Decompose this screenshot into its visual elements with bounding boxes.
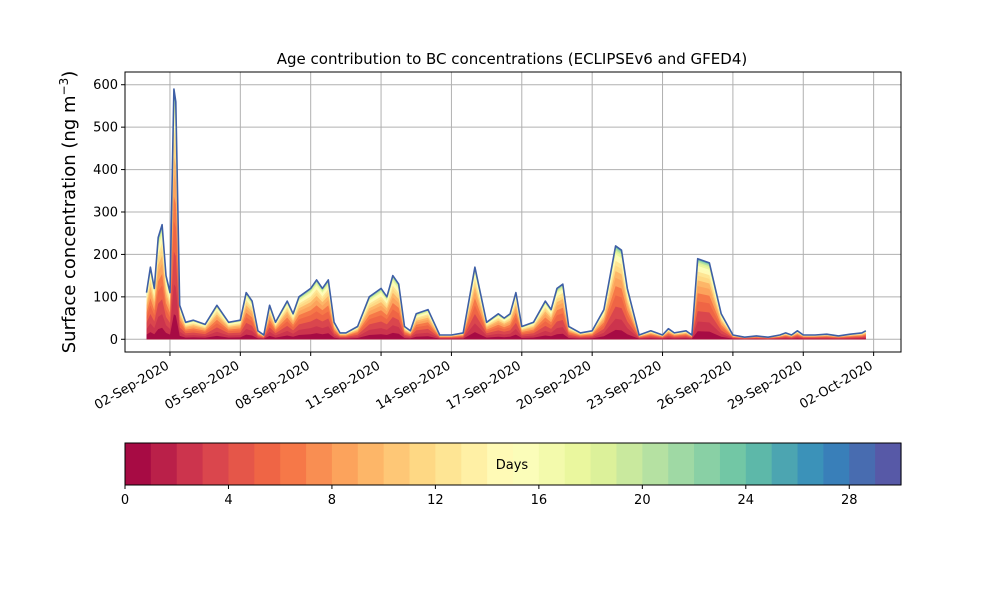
colorbar-bin xyxy=(409,443,436,485)
colorbar-bin xyxy=(254,443,281,485)
colorbar-tick-label: 12 xyxy=(427,493,444,508)
age-band-area xyxy=(146,111,866,340)
colorbar-bin xyxy=(150,443,178,485)
total-concentration-path xyxy=(145,88,867,338)
y-tick-label: 300 xyxy=(93,206,118,221)
colorbar xyxy=(125,443,902,485)
age-band-area xyxy=(146,284,866,340)
x-tick-label: 02-Oct-2020 xyxy=(797,358,875,412)
age-band-area xyxy=(146,89,866,340)
colorbar-bin xyxy=(435,443,462,485)
colorbar-bin xyxy=(797,443,824,485)
x-tick-label: 08-Sep-2020 xyxy=(233,358,313,413)
colorbar-bin xyxy=(694,443,721,485)
colorbar-bin xyxy=(176,443,204,485)
colorbar-tick-label: 0 xyxy=(121,493,129,508)
y-tick-label: 100 xyxy=(93,290,118,305)
age-band-area xyxy=(146,251,866,340)
colorbar-bin xyxy=(642,443,669,485)
colorbar-bin xyxy=(331,443,359,485)
x-axis-ticks: 02-Sep-202005-Sep-202008-Sep-202011-Sep-… xyxy=(92,352,876,413)
colorbar-bin xyxy=(461,443,488,485)
age-band-area xyxy=(146,92,866,340)
colorbar-bin xyxy=(306,443,333,485)
x-tick-label: 14-Sep-2020 xyxy=(374,358,454,413)
colorbar-tick-label: 8 xyxy=(328,493,336,508)
y-axis-label: Surface concentration (ng m−3) xyxy=(57,71,80,354)
age-band-area xyxy=(146,91,866,340)
x-tick-label: 20-Sep-2020 xyxy=(514,358,594,413)
colorbar-bin xyxy=(383,443,411,485)
y-tick-label: 500 xyxy=(93,121,118,136)
x-tick-label: 11-Sep-2020 xyxy=(303,358,383,413)
y-tick-label: 200 xyxy=(93,248,118,263)
colorbar-tick-label: 28 xyxy=(841,493,858,508)
x-tick-label: 05-Sep-2020 xyxy=(162,358,242,413)
x-tick-label: 02-Sep-2020 xyxy=(92,358,172,413)
colorbar-bin xyxy=(875,443,902,485)
x-tick-label: 17-Sep-2020 xyxy=(444,358,524,413)
y-axis-label-main: Surface concentration (ng m xyxy=(59,95,80,353)
y-axis-ticks: 0 100 200 300 400 500 600 xyxy=(93,78,125,348)
colorbar-bin xyxy=(849,443,876,485)
age-band-area xyxy=(146,96,866,340)
colorbar-frame xyxy=(124,442,902,486)
age-band-area xyxy=(146,100,866,340)
age-band-area xyxy=(146,314,866,340)
y-tick-label: 600 xyxy=(93,78,118,93)
y-tick-label: 0 xyxy=(110,333,118,348)
age-band-area xyxy=(146,119,866,340)
colorbar-bin xyxy=(616,443,643,485)
age-band-area xyxy=(146,129,866,340)
y-axis-label-close: ) xyxy=(59,71,80,78)
age-band-area xyxy=(146,105,866,340)
grid-lines xyxy=(125,72,901,352)
age-band-area xyxy=(146,221,866,340)
x-tick-label: 26-Sep-2020 xyxy=(655,358,735,413)
colorbar-tick-label: 24 xyxy=(738,493,755,508)
colorbar-bin xyxy=(590,443,618,485)
colorbar-tick-label: 16 xyxy=(531,493,548,508)
x-tick-label: 23-Sep-2020 xyxy=(585,358,665,413)
y-tick-label: 400 xyxy=(93,163,118,178)
colorbar-tick-label: 4 xyxy=(224,493,232,508)
colorbar-ticks: 0 4 8 12 16 20 24 28 xyxy=(121,485,858,508)
age-band-area xyxy=(146,94,866,340)
colorbar-bin xyxy=(564,443,592,485)
y-axis-label-superscript: −3 xyxy=(57,78,71,96)
colorbar-bin xyxy=(771,443,799,485)
colorbar-bin xyxy=(745,443,773,485)
colorbar-bin xyxy=(513,443,540,485)
colorbar-bin xyxy=(228,443,255,485)
colorbar-bin xyxy=(538,443,566,485)
colorbar-bin xyxy=(823,443,850,485)
chart-title: Age contribution to BC concentrations (E… xyxy=(277,50,748,68)
colorbar-bin xyxy=(719,443,747,485)
total-concentration-line xyxy=(145,88,867,338)
colorbar-bin xyxy=(487,443,514,485)
colorbar-bin xyxy=(280,443,307,485)
colorbar-bin xyxy=(357,443,385,485)
colorbar-bin xyxy=(202,443,230,485)
colorbar-bin xyxy=(125,443,152,485)
x-tick-label: 29-Sep-2020 xyxy=(725,358,805,413)
colorbar-label: Days xyxy=(496,458,529,473)
colorbar-tick-label: 20 xyxy=(634,493,651,508)
colorbar-bin xyxy=(668,443,695,485)
age-contribution-areas xyxy=(146,89,866,340)
